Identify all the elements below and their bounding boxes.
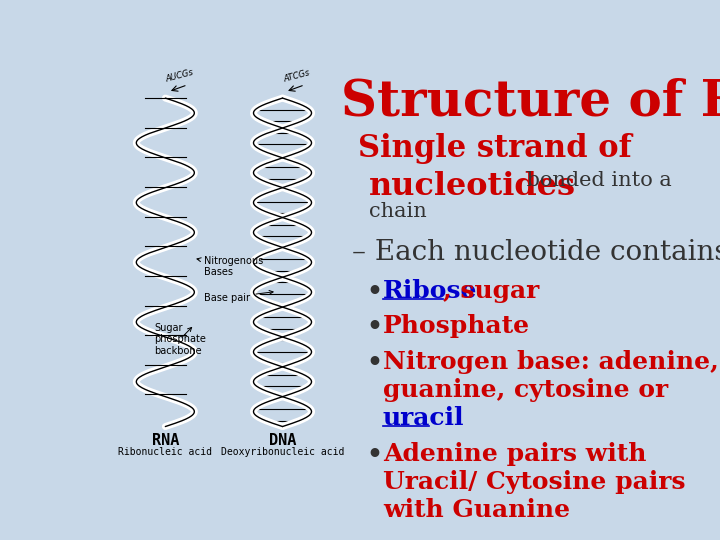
Text: Ribose: Ribose [383, 279, 477, 303]
Text: •: • [366, 279, 382, 303]
Text: Ribonucleic acid: Ribonucleic acid [118, 447, 212, 456]
Text: uracil: uracil [383, 406, 464, 430]
Text: •: • [366, 442, 382, 465]
Text: bonded into a: bonded into a [520, 171, 672, 190]
Text: DNA: DNA [269, 433, 296, 448]
Text: Nitrogenous
Bases: Nitrogenous Bases [197, 255, 264, 277]
Text: Sugar
phosphate
backbone: Sugar phosphate backbone [154, 322, 206, 356]
Text: with Guanine: with Guanine [383, 498, 570, 522]
Text: Deoxyribonucleic acid: Deoxyribonucleic acid [221, 447, 344, 456]
Text: ATCGs: ATCGs [282, 68, 310, 84]
Text: RNA: RNA [152, 433, 179, 448]
Text: •: • [366, 349, 382, 374]
Text: Uracil/ Cytosine pairs: Uracil/ Cytosine pairs [383, 470, 685, 494]
Text: Structure of RNA: Structure of RNA [341, 77, 720, 126]
Text: , sugar: , sugar [444, 279, 539, 303]
Text: Adenine pairs with: Adenine pairs with [383, 442, 647, 465]
Text: nucleotides: nucleotides [369, 171, 576, 202]
Text: Base pair: Base pair [204, 291, 273, 302]
Text: – Each nucleotide contains: – Each nucleotide contains [352, 239, 720, 266]
Text: chain: chain [369, 202, 427, 221]
Text: Phosphate: Phosphate [383, 314, 530, 338]
Text: guanine, cytosine or: guanine, cytosine or [383, 378, 668, 402]
Text: AUCGs: AUCGs [164, 68, 194, 84]
Text: Nitrogen base: adenine,: Nitrogen base: adenine, [383, 349, 719, 374]
Text: •: • [366, 314, 382, 338]
Text: Single strand of: Single strand of [358, 133, 631, 164]
